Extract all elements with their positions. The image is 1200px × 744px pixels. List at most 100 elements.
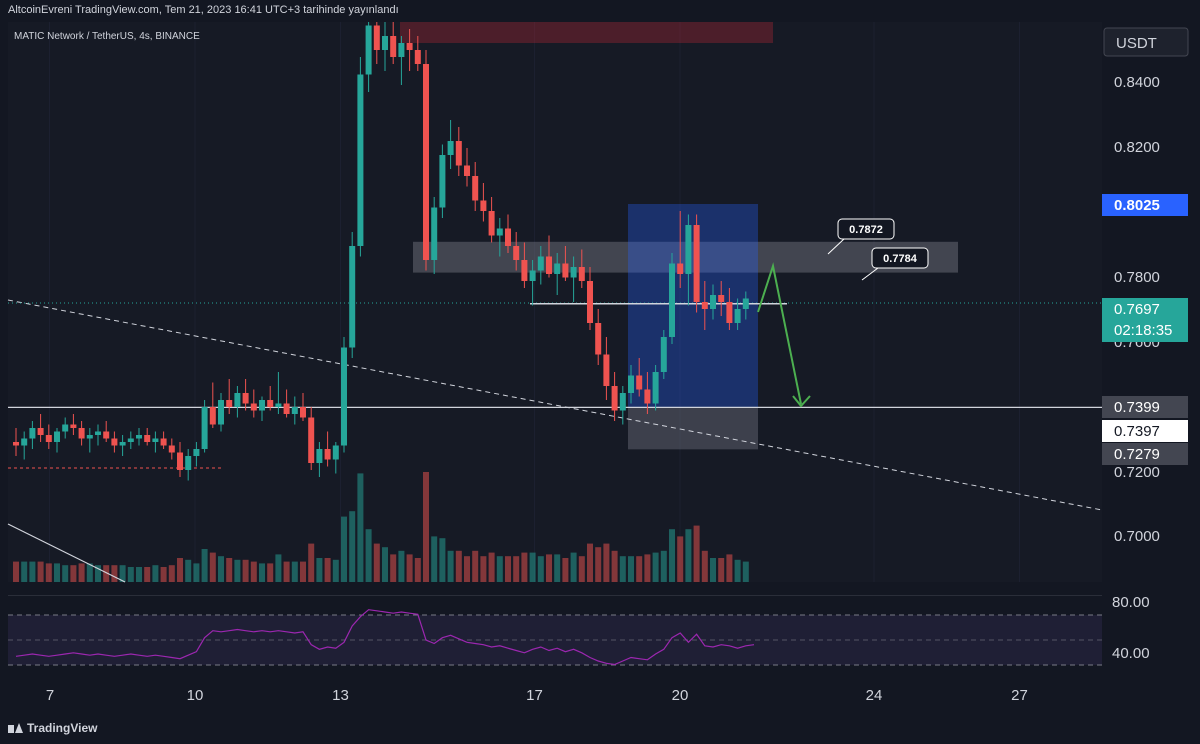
grid-layer [49,22,1020,582]
volume-bar [652,552,659,582]
volume-bar [628,556,634,582]
candle-body [275,403,282,407]
price-scale-background [1102,22,1200,713]
candle-body [701,302,708,309]
volume-bar [21,561,28,582]
projection-layer [757,262,811,408]
top-supply-zone [400,22,773,43]
volume-bar [578,556,585,582]
candle-body [201,407,208,449]
volume-bar [685,529,692,582]
candle-body [505,228,511,246]
volume-bar [267,563,274,582]
volume-bar [209,552,216,582]
candle-body [13,442,19,446]
candle-body [734,309,741,323]
volume-bar [341,516,347,582]
volume-bar [349,511,356,582]
candle-body [496,228,503,236]
candle-body [283,403,290,414]
candle-body [62,424,69,432]
candle-body [513,246,520,260]
candle-body [685,225,692,274]
volume-bar [160,567,167,582]
candle-body [242,393,249,404]
candle-body [464,165,470,176]
volume-bar [291,561,298,582]
volume-bar [521,552,528,582]
rsi-tick-label: 80.00 [1112,594,1150,611]
x-tick-label: 20 [672,687,689,704]
publisher-line: AltcoinEvreni TradingView.com, Tem 21, 2… [8,4,399,16]
candle-body [54,431,60,442]
y-tick-label: 0.7000 [1114,528,1160,545]
volume-bar [390,554,397,582]
candle-body [693,225,700,302]
candle-body [373,25,380,50]
rsi-tick-label: 40.00 [1112,645,1150,662]
volume-bar [316,558,323,582]
price-label-box [1102,298,1188,342]
volume-bar [718,558,725,582]
candle-body [406,43,413,50]
volume-bar [529,552,536,582]
volume-bar [431,536,438,582]
candles-layer [13,22,749,481]
callout-pointer [827,238,845,255]
candle-body [209,407,216,425]
volume-bar [611,550,618,582]
x-tick-label: 24 [866,687,883,704]
candle-body [480,200,487,211]
candle-body [86,435,93,439]
candle-body [455,141,462,166]
volume-bar [562,558,569,582]
x-tick-label: 27 [1011,687,1028,704]
price-labels-layer: 0.8025 0.7697 02:18:35 0.7399 0.7397 0.7279 [1102,194,1188,465]
candle-body [660,337,667,372]
candle-body [611,386,618,411]
tradingview-logo[interactable]: TradingView [8,721,97,735]
candle-body [70,424,77,428]
chart-canvas[interactable]: 0.7872 0.7784 MATIC Network / TetherUS, 4… [0,22,1200,713]
candle-body [250,403,257,411]
candle-body [431,207,438,260]
volume-bar [185,559,192,582]
candle-body [21,438,28,446]
volume-bar [136,567,142,582]
volume-bar [447,550,454,582]
volume-bar [480,556,487,582]
volume-bar [644,554,651,582]
volume-bar [127,567,134,582]
price-label-box [1102,420,1188,442]
currency-button[interactable] [1103,27,1189,57]
volume-bar [193,563,200,582]
volume-bar [259,563,265,582]
volume-bar [13,561,19,582]
volume-bar [455,550,462,582]
price-label-text: 0.7399 [1114,399,1160,416]
price-label-text: 0.7279 [1114,446,1160,463]
volume-bar [472,550,479,582]
volume-bar [103,565,110,582]
y-tick-label: 0.7200 [1114,464,1160,481]
volume-bar [423,472,429,582]
candle-body [160,438,167,446]
candle-body [103,431,110,439]
price-label-text: 0.7397 [1114,423,1160,440]
candle-body [365,25,372,75]
candle-body [45,435,52,442]
volume-bar [398,550,405,582]
tradingview-logo-icon [8,723,23,733]
candle-body [300,407,306,418]
candle-body [234,393,241,407]
volume-bar [152,565,159,582]
candle-body [587,281,593,323]
candle-body [136,435,142,439]
volume-bar [677,536,684,582]
candle-body [267,400,274,407]
volume-bar [464,556,470,582]
volume-bar [37,561,44,582]
volume-bar [537,556,544,582]
candle-body [390,36,397,57]
